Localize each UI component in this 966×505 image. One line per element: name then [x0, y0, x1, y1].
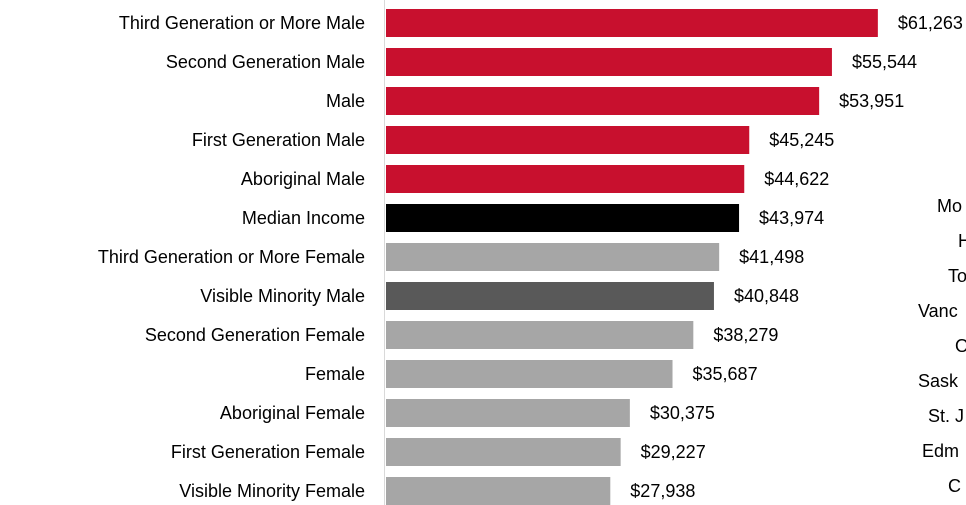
annotation: Sask: [918, 371, 959, 391]
bar: [386, 243, 720, 271]
category-label: Visible Minority Female: [179, 481, 365, 501]
category-label: Aboriginal Female: [220, 403, 365, 423]
value-label: $40,848: [734, 286, 799, 306]
annotation: Edm: [922, 441, 959, 461]
category-label: Visible Minority Male: [200, 286, 365, 306]
bar: [386, 438, 621, 466]
bar: [386, 87, 820, 115]
category-label: Aboriginal Male: [241, 169, 365, 189]
category-label: Second Generation Male: [166, 52, 365, 72]
bar: [386, 204, 740, 232]
value-label: $45,245: [769, 130, 834, 150]
category-label: First Generation Male: [192, 130, 365, 150]
annotation: Mo: [937, 196, 962, 216]
annotation: Vanc: [918, 301, 958, 321]
bar: [386, 477, 611, 505]
value-label: $61,263: [898, 13, 963, 33]
value-label: $53,951: [839, 91, 904, 111]
value-label: $44,622: [764, 169, 829, 189]
annotation: O: [955, 336, 966, 356]
annotation: To: [948, 266, 966, 286]
value-label: $55,544: [852, 52, 917, 72]
bar: [386, 282, 714, 310]
category-label: Third Generation or More Female: [98, 247, 365, 267]
bar: [386, 9, 878, 37]
bar: [386, 126, 750, 154]
value-label: $38,279: [713, 325, 778, 345]
bar: [386, 48, 832, 76]
category-label: Median Income: [242, 208, 365, 228]
value-label: $35,687: [693, 364, 758, 384]
bar: [386, 165, 745, 193]
annotation: C: [948, 476, 961, 496]
category-label: Female: [305, 364, 365, 384]
category-label: First Generation Female: [171, 442, 365, 462]
value-label: $27,938: [630, 481, 695, 501]
value-label: $43,974: [759, 208, 824, 228]
category-label: Third Generation or More Male: [119, 13, 365, 33]
annotation: H: [958, 231, 966, 251]
value-label: $29,227: [641, 442, 706, 462]
bar: [386, 360, 673, 388]
annotation: St. J: [928, 406, 964, 426]
category-label: Male: [326, 91, 365, 111]
value-label: $30,375: [650, 403, 715, 423]
value-label: $41,498: [739, 247, 804, 267]
category-label: Second Generation Female: [145, 325, 365, 345]
bar: [386, 321, 694, 349]
bar: [386, 399, 630, 427]
